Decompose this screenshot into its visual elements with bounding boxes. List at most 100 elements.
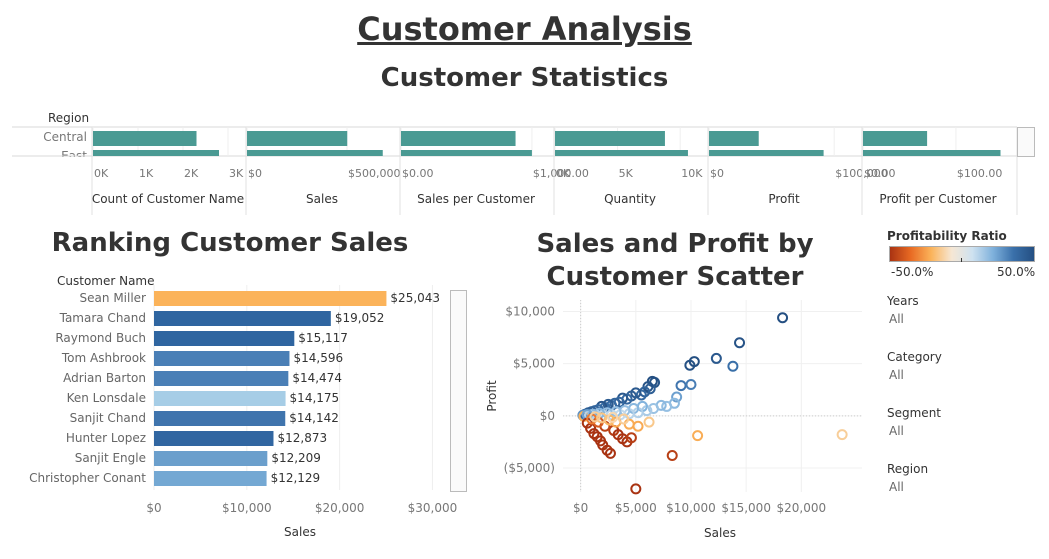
scatter-point[interactable]	[661, 400, 673, 412]
ranking-customer-label: Adrian Barton	[63, 371, 146, 385]
stats-title: Customer Statistics	[380, 63, 669, 93]
scatter-point[interactable]	[836, 429, 848, 441]
scatter-point[interactable]	[777, 312, 789, 324]
ranking-bar[interactable]	[154, 351, 290, 366]
ranking-tick-label: $30,000	[408, 501, 458, 515]
ranking-bar[interactable]	[154, 311, 331, 326]
scatter-point[interactable]	[635, 389, 647, 401]
ranking-bar[interactable]	[154, 471, 267, 486]
filter-region-value[interactable]: All	[889, 480, 904, 494]
stats-panel-label: Sales	[306, 192, 338, 206]
stats-tick-label: $0	[248, 167, 262, 180]
filter-years-value[interactable]: All	[889, 312, 904, 326]
ranking-bar[interactable]	[154, 391, 286, 406]
filter-region-label: Region	[887, 462, 929, 476]
ranking-title: Ranking Customer Sales	[51, 228, 409, 258]
scatter-point[interactable]	[710, 352, 722, 364]
scatter-x-axis-label: Sales	[704, 526, 736, 540]
ranking-bar[interactable]	[154, 291, 387, 306]
scatter-point[interactable]	[623, 418, 635, 430]
scatter-point[interactable]	[630, 483, 642, 495]
scatter-point[interactable]	[618, 413, 630, 425]
stats-bar[interactable]	[93, 150, 219, 156]
stats-bar[interactable]	[863, 150, 1001, 156]
scatter-point[interactable]	[625, 432, 637, 444]
scatter-point[interactable]	[596, 412, 608, 424]
ranking-customer-label: Sean Miller	[80, 291, 147, 305]
stats-bar[interactable]	[93, 131, 197, 146]
scatter-point[interactable]	[604, 447, 616, 459]
scatter-title-line1: Sales and Profit by	[536, 229, 814, 259]
ranking-x-axis-label: Sales	[284, 525, 316, 539]
stats-bar[interactable]	[555, 131, 665, 146]
region-header: Region	[48, 111, 90, 125]
scatter-point[interactable]	[647, 403, 659, 415]
stats-panel-label: Quantity	[604, 192, 656, 206]
ranking-scrollbar[interactable]	[450, 290, 467, 492]
stats-bar[interactable]	[863, 131, 928, 146]
filter-category-value[interactable]: All	[889, 368, 904, 382]
stats-tick-label: $0.00	[864, 167, 896, 180]
scatter-y-tick: ($5,000)	[504, 461, 555, 475]
scatter-point[interactable]	[675, 380, 687, 392]
ranking-bar[interactable]	[154, 371, 289, 386]
scatter-point[interactable]	[643, 416, 655, 428]
stats-bar[interactable]	[247, 131, 348, 146]
ranking-bar[interactable]	[154, 431, 274, 446]
ranking-value-label: $15,117	[298, 331, 348, 345]
stats-panel-label: Profit per Customer	[879, 192, 996, 206]
stats-tick-label: $0	[710, 167, 724, 180]
stats-bar[interactable]	[401, 131, 516, 146]
ranking-chart: $0 $10,000 $20,000 $30,000 Sean Miller $25,04…	[29, 285, 458, 539]
scatter-point[interactable]	[734, 337, 746, 349]
filter-category-label: Category	[887, 350, 942, 364]
stats-bar[interactable]	[709, 131, 759, 146]
scatter-point[interactable]	[671, 391, 683, 403]
stats-scrollbar[interactable]	[1017, 127, 1035, 157]
legend-min: -50.0%	[891, 265, 934, 279]
stats-bar[interactable]	[401, 150, 532, 156]
scatter-point[interactable]	[589, 411, 601, 423]
scatter-point[interactable]	[591, 431, 603, 443]
dashboard-title: Customer Analysis	[357, 10, 692, 48]
scatter-chart: $0 $5,000 $10,000 $15,000 $20,000 ($5,000) $0 $…	[485, 300, 862, 540]
scatter-point[interactable]	[644, 383, 656, 395]
scatter-x-tick: $10,000	[666, 501, 716, 515]
ranking-bar[interactable]	[154, 411, 286, 426]
stats-tick-label: $1,000.00	[533, 167, 589, 180]
stats-tick-label: $100,000	[835, 167, 888, 180]
stats-bar[interactable]	[247, 150, 383, 156]
region-east-label: East	[61, 149, 87, 157]
ranking-customer-label: Sanjit Chand	[70, 411, 146, 425]
ranking-value-label: $14,142	[289, 411, 339, 425]
scatter-point[interactable]	[666, 449, 678, 461]
filter-segment-value[interactable]: All	[889, 424, 904, 438]
legend-gradient[interactable]	[889, 246, 1035, 262]
scatter-x-tick: $0	[573, 501, 588, 515]
stats-tick-label: 1K	[139, 167, 154, 180]
customer-name-header: Customer Name	[57, 274, 155, 288]
scatter-y-tick: $10,000	[505, 304, 555, 318]
ranking-customer-label: Hunter Lopez	[66, 431, 146, 445]
scatter-point[interactable]	[685, 379, 697, 391]
stats-panel-label: Count of Customer Name	[92, 192, 244, 206]
ranking-bar[interactable]	[154, 451, 268, 466]
scatter-point[interactable]	[727, 360, 739, 372]
scatter-point[interactable]	[684, 359, 696, 371]
ranking-customer-label: Raymond Buch	[55, 331, 146, 345]
ranking-customer-label: Tamara Chand	[59, 311, 146, 325]
scatter-point[interactable]	[632, 420, 644, 432]
ranking-bar[interactable]	[154, 331, 295, 346]
scatter-x-tick: $5,000	[615, 501, 657, 515]
ranking-value-label: $14,596	[293, 351, 343, 365]
scatter-point[interactable]	[607, 411, 619, 423]
ranking-value-label: $14,175	[290, 391, 340, 405]
ranking-value-label: $14,474	[292, 371, 342, 385]
stats-bar[interactable]	[709, 150, 824, 156]
ranking-value-label: $25,043	[390, 291, 440, 305]
stats-bar[interactable]	[555, 150, 688, 156]
scatter-point[interactable]	[692, 430, 704, 442]
legend-max: 50.0%	[997, 265, 1036, 279]
stats-tick-label: 3K	[229, 167, 244, 180]
filter-years-label: Years	[887, 294, 919, 308]
